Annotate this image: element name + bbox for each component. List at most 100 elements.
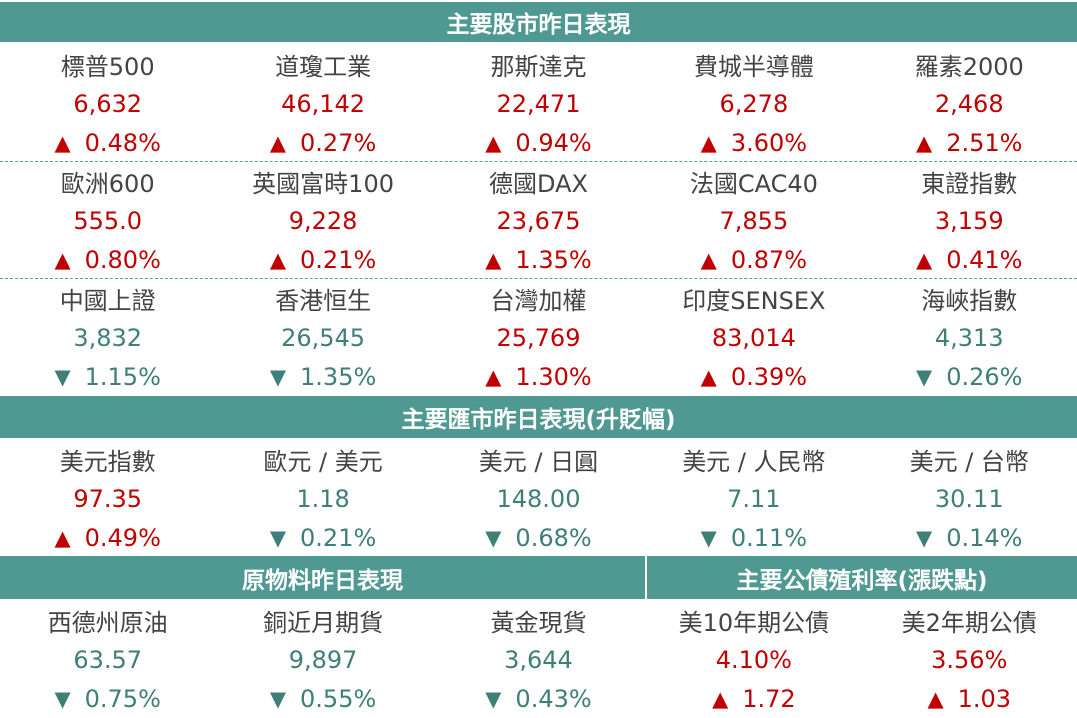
quote-cell: 美元指數 97.35 ▲ 0.49% bbox=[0, 440, 215, 557]
quote-change: ▼ 0.14% bbox=[862, 518, 1077, 557]
quote-value: 3,159 bbox=[934, 206, 1004, 235]
quote-name: 中國上證 bbox=[59, 287, 156, 315]
quote-change: ▼ 0.75% bbox=[0, 679, 215, 718]
quote-change: ▼ 0.55% bbox=[215, 679, 430, 718]
quote-name: 美元指數 bbox=[59, 448, 156, 476]
quote-cell: 銅近月期貨 9,897 ▼ 0.55% bbox=[215, 601, 430, 718]
change-text: 0.43% bbox=[515, 684, 592, 713]
quote-name: 美2年期公債 bbox=[901, 609, 1037, 637]
quote-change: ▲ 0.27% bbox=[215, 123, 430, 162]
quote-change: ▲ 0.21% bbox=[215, 240, 430, 279]
quote-cell: 費城半導體 6,278 ▲ 3.60% bbox=[646, 45, 861, 162]
quote-change: ▲ 1.72 bbox=[646, 679, 861, 718]
down-arrow-icon: ▼ bbox=[916, 364, 933, 389]
quote-change: ▲ 0.49% bbox=[0, 518, 215, 557]
quote-change: ▲ 1.30% bbox=[431, 357, 646, 396]
quote-cell: 德國DAX 23,675 ▲ 1.35% bbox=[431, 162, 646, 279]
change-text: 0.41% bbox=[946, 245, 1023, 274]
quote-value: 555.0 bbox=[73, 206, 143, 235]
quote-cell: 法國CAC40 7,855 ▲ 0.87% bbox=[646, 162, 861, 279]
quote-cell: 美10年期公債 4.10% ▲ 1.72 bbox=[646, 601, 861, 718]
quote-cell: 英國富時100 9,228 ▲ 0.21% bbox=[215, 162, 430, 279]
quote-change: ▲ 1.03 bbox=[862, 679, 1077, 718]
quote-value: 1.18 bbox=[296, 484, 350, 513]
down-arrow-icon: ▼ bbox=[269, 686, 287, 711]
quote-name: 歐洲600 bbox=[60, 170, 155, 198]
quote-change: ▲ 0.41% bbox=[862, 240, 1077, 279]
quote-value: 63.57 bbox=[73, 645, 143, 674]
quote-name: 費城半導體 bbox=[693, 53, 814, 81]
quote-change: ▼ 0.68% bbox=[431, 518, 646, 557]
quote-name: 德國DAX bbox=[489, 170, 588, 198]
quote-name: 羅素2000 bbox=[914, 53, 1024, 81]
quote-name: 美10年期公債 bbox=[678, 609, 830, 637]
quote-change: ▼ 1.35% bbox=[215, 357, 430, 396]
down-arrow-icon: ▼ bbox=[54, 364, 71, 389]
change-text: 0.21% bbox=[300, 523, 377, 552]
quote-change: ▲ 0.87% bbox=[646, 240, 861, 279]
change-text: 0.75% bbox=[84, 684, 161, 713]
up-arrow-icon: ▲ bbox=[927, 686, 944, 711]
quote-value: 9,897 bbox=[288, 645, 358, 674]
change-text: 1.72 bbox=[742, 684, 796, 713]
up-arrow-icon: ▲ bbox=[54, 130, 71, 155]
down-arrow-icon: ▼ bbox=[485, 525, 502, 550]
quote-change: ▲ 0.48% bbox=[0, 123, 215, 162]
quote-change: ▼ 0.11% bbox=[646, 518, 861, 557]
up-arrow-icon: ▲ bbox=[269, 130, 287, 155]
quote-cell: 歐元 / 美元 1.18 ▼ 0.21% bbox=[215, 440, 430, 557]
quote-name: 海峽指數 bbox=[921, 287, 1018, 315]
change-text: 0.11% bbox=[730, 523, 808, 552]
quote-cell: 那斯達克 22,471 ▲ 0.94% bbox=[431, 45, 646, 162]
quote-name: 法國CAC40 bbox=[689, 170, 818, 198]
change-text: 1.35% bbox=[300, 362, 377, 391]
quote-value: 6,278 bbox=[719, 89, 789, 118]
quote-cell: 歐洲600 555.0 ▲ 0.80% bbox=[0, 162, 215, 279]
quote-value: 97.35 bbox=[73, 484, 143, 513]
quote-name: 美元 / 日圓 bbox=[478, 448, 599, 476]
quote-cell: 東證指數 3,159 ▲ 0.41% bbox=[862, 162, 1077, 279]
down-arrow-icon: ▼ bbox=[916, 525, 933, 550]
quote-change: ▲ 3.60% bbox=[646, 123, 861, 162]
down-arrow-icon: ▼ bbox=[485, 686, 502, 711]
quote-cell: 西德州原油 63.57 ▼ 0.75% bbox=[0, 601, 215, 718]
change-text: 0.27% bbox=[300, 128, 377, 157]
quote-value: 7.11 bbox=[727, 484, 781, 513]
quote-change: ▼ 0.43% bbox=[431, 679, 646, 718]
up-arrow-icon: ▲ bbox=[712, 686, 729, 711]
down-arrow-icon: ▼ bbox=[269, 364, 287, 389]
down-arrow-icon: ▼ bbox=[700, 525, 717, 550]
up-arrow-icon: ▲ bbox=[700, 130, 717, 155]
change-text: 0.26% bbox=[946, 362, 1023, 391]
quote-value: 25,769 bbox=[496, 323, 581, 352]
row-divider bbox=[0, 278, 1077, 279]
quote-value: 3.56% bbox=[931, 645, 1008, 674]
quote-name: 東證指數 bbox=[921, 170, 1018, 198]
up-arrow-icon: ▲ bbox=[916, 247, 933, 272]
quote-cell: 標普500 6,632 ▲ 0.48% bbox=[0, 45, 215, 162]
stocks-row-europe-japan: 歐洲600 555.0 ▲ 0.80% 英國富時100 9,228 ▲ 0.21% 德國DAX 2… bbox=[0, 162, 1077, 279]
change-text: 1.03 bbox=[957, 684, 1012, 713]
up-arrow-icon: ▲ bbox=[485, 130, 502, 155]
change-text: 0.55% bbox=[300, 684, 377, 713]
bonds-section-header: 主要公債殖利率(漲跌點) bbox=[647, 556, 1077, 599]
row-divider bbox=[0, 161, 1077, 162]
change-text: 1.35% bbox=[515, 245, 592, 274]
up-arrow-icon: ▲ bbox=[485, 364, 502, 389]
quote-value: 83,014 bbox=[711, 323, 796, 352]
quote-change: ▲ 0.39% bbox=[646, 357, 861, 396]
up-arrow-icon: ▲ bbox=[700, 247, 717, 272]
quote-name: 台灣加權 bbox=[490, 287, 587, 315]
change-text: 1.30% bbox=[515, 362, 592, 391]
quote-value: 9,228 bbox=[288, 206, 358, 235]
commodities-bonds-row: 西德州原油 63.57 ▼ 0.75% 銅近月期貨 9,897 ▼ 0.55% 黃金現貨 3,64… bbox=[0, 601, 1077, 718]
quote-name: 印度SENSEX bbox=[682, 287, 826, 315]
quote-cell: 美元 / 日圓 148.00 ▼ 0.68% bbox=[431, 440, 646, 557]
quote-change: ▼ 0.21% bbox=[215, 518, 430, 557]
quote-name: 標普500 bbox=[60, 53, 155, 81]
quote-name: 西德州原油 bbox=[47, 609, 168, 637]
fx-section-header: 主要匯市昨日表現(升貶幅) bbox=[0, 396, 1077, 438]
quote-cell: 黃金現貨 3,644 ▼ 0.43% bbox=[431, 601, 646, 718]
quote-change: ▲ 0.94% bbox=[431, 123, 646, 162]
change-text: 0.48% bbox=[84, 128, 161, 157]
